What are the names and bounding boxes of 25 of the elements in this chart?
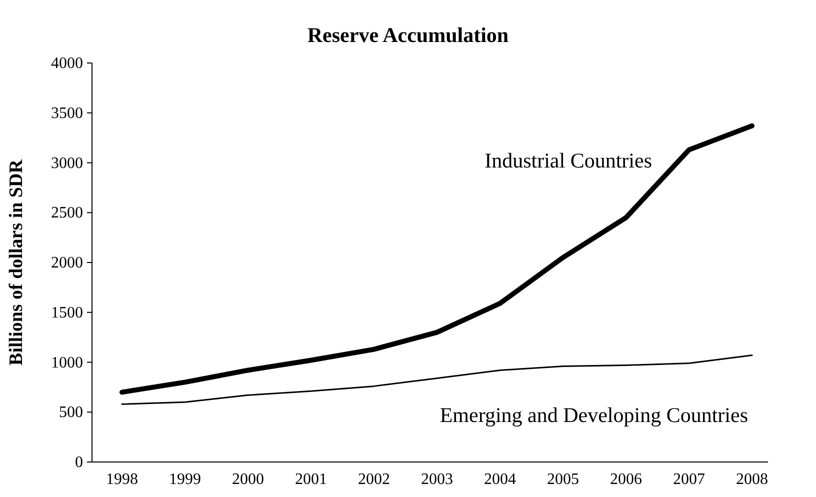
y-axis-title: Billions of dollars in SDR (6, 159, 27, 366)
x-tick-label: 2006 (610, 471, 642, 488)
y-tick-label: 0 (75, 454, 83, 471)
x-tick-label: 2005 (547, 471, 579, 488)
x-tick-label: 2000 (232, 471, 264, 488)
chart-title: Reserve Accumulation (307, 23, 509, 47)
y-tick-label: 2500 (51, 204, 83, 222)
y-tick-label: 500 (59, 404, 83, 422)
y-tick-label: 2000 (51, 254, 83, 272)
x-tick-label: 1999 (169, 471, 201, 488)
x-tick-label: 1998 (106, 471, 138, 488)
y-tick-label: 3500 (51, 104, 83, 122)
x-tick-label: 2001 (295, 471, 327, 488)
line-series (121, 354, 753, 405)
y-tick-label: 3000 (51, 154, 83, 172)
series-label: Industrial Countries (484, 148, 652, 173)
x-tick-label: 2004 (484, 471, 516, 488)
series-label: Emerging and Developing Countries (440, 403, 748, 428)
x-tick-label: 2003 (421, 471, 453, 488)
y-tick-label: 4000 (51, 55, 83, 72)
y-tick-label: 1500 (51, 304, 83, 322)
x-tick-label: 2007 (673, 471, 705, 488)
y-tick-label: 1000 (51, 354, 83, 372)
x-tick-label: 2008 (736, 471, 768, 488)
x-tick-label: 2002 (358, 471, 390, 488)
